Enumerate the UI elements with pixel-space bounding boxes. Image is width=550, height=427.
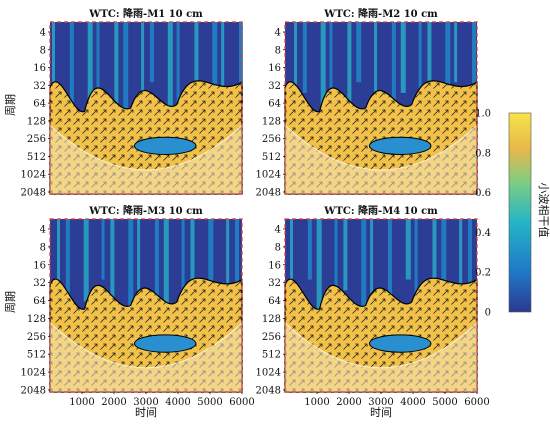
panel-title: WTC: 降雨-M3 10 cm bbox=[88, 204, 203, 217]
x-tick-label: 2000 bbox=[101, 397, 126, 408]
panel-title: WTC: 降雨-M2 10 cm bbox=[323, 7, 438, 20]
x-tick-label: 4000 bbox=[165, 397, 190, 408]
coherence-streaks bbox=[290, 219, 472, 345]
wtc-panel-3: WTC: 降雨-M3 10 cm 4 8 16 32 64 128 256 512 1024 204… bbox=[21, 204, 255, 408]
y-tick-label: 512 bbox=[262, 350, 281, 361]
y-tick-label: 16 bbox=[33, 260, 46, 271]
y-tick-label: 512 bbox=[27, 152, 46, 163]
x-tick-label: 1000 bbox=[69, 397, 94, 408]
y-tick-label: 128 bbox=[262, 314, 281, 325]
coherence-streaks bbox=[294, 22, 476, 147]
colorbar-tick-label: 0.2 bbox=[475, 268, 491, 279]
colorbar-tick-label: 1.0 bbox=[475, 109, 491, 120]
x-tick-label: 1000 bbox=[304, 397, 329, 408]
y-tick-label: 4 bbox=[40, 28, 46, 39]
x-tick-label: 3000 bbox=[133, 397, 158, 408]
y-tick-label: 256 bbox=[262, 332, 281, 343]
panel-title: WTC: 降雨-M4 10 cm bbox=[323, 204, 438, 217]
y-tick-label: 8 bbox=[40, 242, 46, 253]
y-tick-label: 64 bbox=[33, 99, 46, 110]
y-tick-label: 512 bbox=[262, 152, 281, 163]
y-tick-label: 32 bbox=[33, 278, 46, 289]
coi-edge bbox=[49, 322, 243, 369]
y-tick-label: 16 bbox=[268, 260, 281, 271]
y-tick-label: 1024 bbox=[21, 368, 46, 379]
y-tick-label: 2048 bbox=[256, 386, 281, 397]
y-tick-label: 8 bbox=[40, 45, 46, 56]
colorbar-tick-label: 0.8 bbox=[475, 148, 491, 159]
significance-contour bbox=[284, 277, 478, 393]
coi-edge bbox=[49, 124, 243, 171]
x-tick-label: 6000 bbox=[229, 397, 254, 408]
y-tick-label: 512 bbox=[27, 350, 46, 361]
y-tick-label: 64 bbox=[268, 296, 281, 307]
xlabel-left: 时间 bbox=[135, 406, 157, 419]
y-tick-label: 1024 bbox=[256, 170, 281, 181]
y-tick-label: 16 bbox=[268, 63, 281, 74]
low-coherence-island bbox=[133, 334, 197, 353]
colorbar-gradient bbox=[508, 112, 532, 313]
y-tick-label: 128 bbox=[27, 116, 46, 127]
y-tick-label: 2048 bbox=[21, 386, 46, 397]
ylabel-bottom: 周期 bbox=[4, 291, 17, 313]
low-coherence-island bbox=[133, 136, 197, 155]
ylabel-top: 周期 bbox=[4, 94, 17, 116]
y-tick-label: 8 bbox=[275, 242, 281, 253]
x-tick-label: 5000 bbox=[432, 397, 457, 408]
y-tick-label: 64 bbox=[268, 99, 281, 110]
y-tick-label: 32 bbox=[33, 81, 46, 92]
wtc-panel-4: WTC: 降雨-M4 10 cm 4 8 16 32 64 128 256 512 1024 204… bbox=[256, 204, 490, 408]
y-tick-label: 256 bbox=[262, 134, 281, 145]
y-tick-label: 1024 bbox=[21, 170, 46, 181]
low-coherence-island bbox=[368, 334, 432, 353]
coi-edge bbox=[284, 322, 478, 369]
y-tick-label: 2048 bbox=[256, 188, 281, 199]
y-tick-label: 16 bbox=[33, 63, 46, 74]
colorbar: 1.0 0.8 0.6 0.4 0.2 0 小波相干值 bbox=[475, 109, 550, 319]
x-tick-label: 4000 bbox=[400, 397, 425, 408]
y-tick-label: 64 bbox=[33, 296, 46, 307]
x-tick-label: 3000 bbox=[368, 397, 393, 408]
y-tick-label: 4 bbox=[40, 225, 46, 236]
significance-contour bbox=[284, 80, 478, 195]
wtc-panel-2: WTC: 降雨-M2 10 cm 4 8 16 32 64 128 256 512 1024 204… bbox=[256, 7, 478, 199]
x-tick-label: 6000 bbox=[464, 397, 489, 408]
colorbar-tick-label: 0.4 bbox=[475, 228, 491, 239]
significance-contour bbox=[49, 80, 243, 195]
coi-edge bbox=[284, 124, 478, 171]
y-tick-label: 8 bbox=[275, 45, 281, 56]
xlabel-right: 时间 bbox=[370, 406, 392, 419]
x-tick-label: 2000 bbox=[336, 397, 361, 408]
panel-title: WTC: 降雨-M1 10 cm bbox=[88, 7, 203, 20]
wtc-panel-1: WTC: 降雨-M1 10 cm 4 8 16 32 64 128 256 512 1024 204… bbox=[21, 7, 243, 199]
y-tick-label: 256 bbox=[27, 134, 46, 145]
y-tick-label: 2048 bbox=[21, 188, 46, 199]
y-tick-label: 32 bbox=[268, 278, 281, 289]
y-tick-label: 128 bbox=[262, 116, 281, 127]
colorbar-label: 小波相干值 bbox=[537, 183, 550, 238]
y-tick-label: 32 bbox=[268, 81, 281, 92]
y-tick-label: 1024 bbox=[256, 368, 281, 379]
x-tick-label: 5000 bbox=[197, 397, 222, 408]
colorbar-tick-label: 0.6 bbox=[475, 188, 491, 199]
colorbar-tick-label: 0 bbox=[485, 308, 491, 319]
significance-contour bbox=[49, 277, 243, 393]
y-tick-label: 4 bbox=[275, 225, 281, 236]
y-tick-label: 128 bbox=[27, 314, 46, 325]
low-coherence-island bbox=[368, 136, 432, 155]
y-tick-label: 4 bbox=[275, 28, 281, 39]
y-tick-label: 256 bbox=[27, 332, 46, 343]
